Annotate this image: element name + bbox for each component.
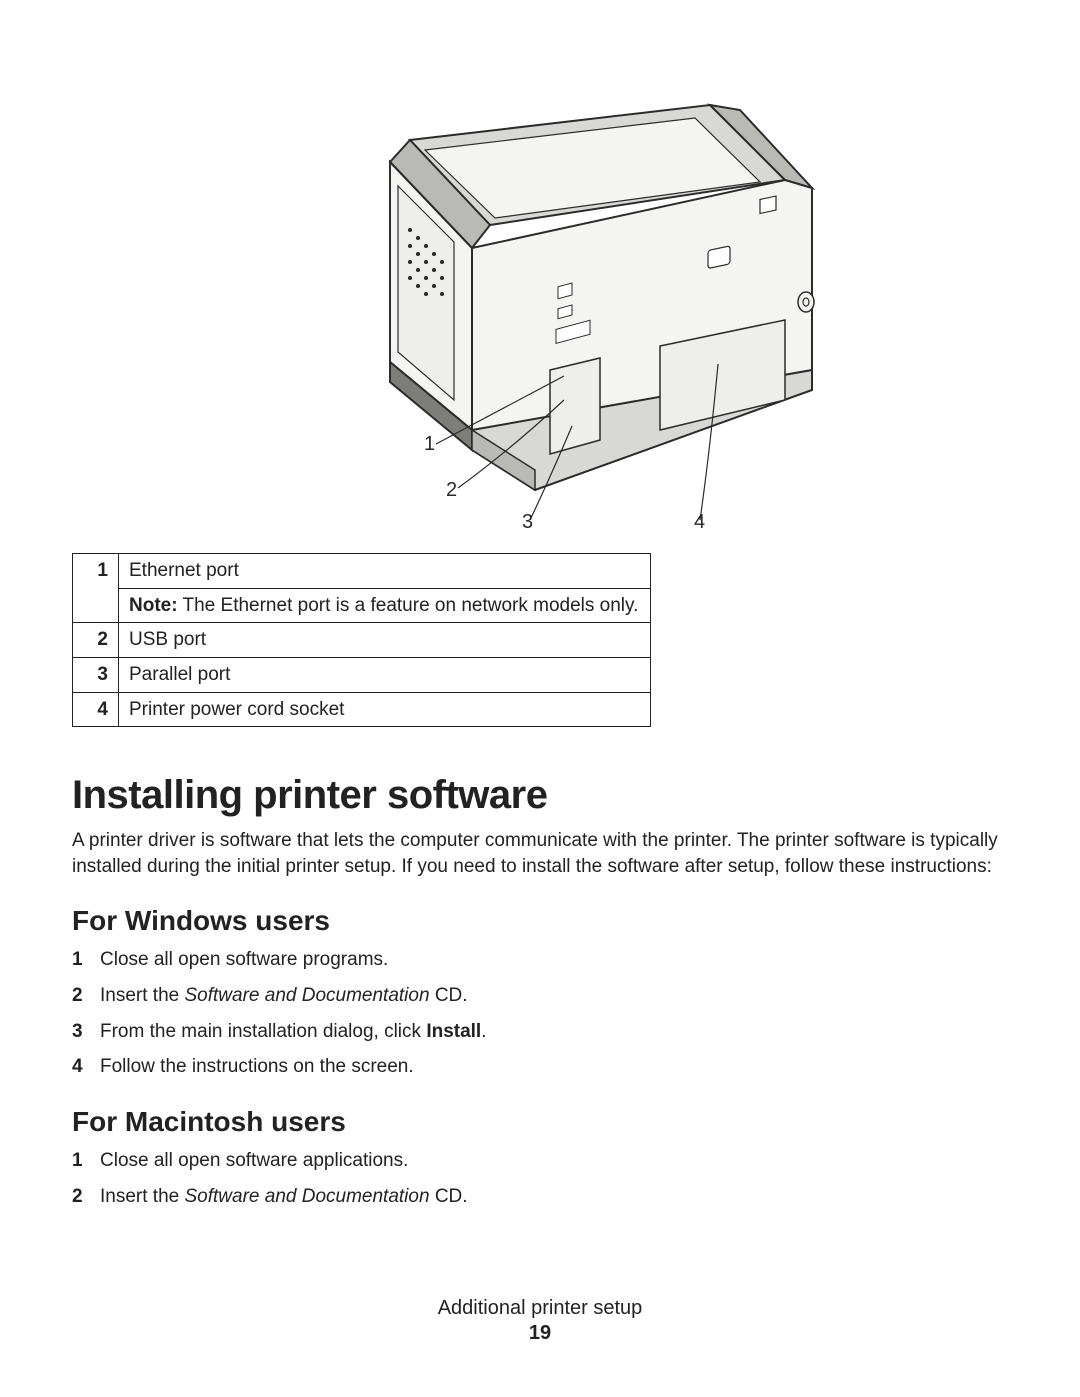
- section-body: A printer driver is software that lets t…: [72, 828, 1008, 879]
- windows-heading: For Windows users: [72, 905, 1008, 937]
- windows-steps: 1 Close all open software programs. 2 In…: [72, 947, 1008, 1080]
- ports-table: 1 Ethernet port Note: The Ethernet port …: [72, 553, 651, 727]
- callout-3: 3: [522, 511, 533, 530]
- list-item: 2 Insert the Software and Documentation …: [72, 983, 1008, 1009]
- step-suffix: CD.: [430, 985, 468, 1006]
- step-suffix: .: [481, 1021, 486, 1042]
- printer-diagram-container: 1 2 3 4: [72, 70, 1008, 535]
- table-row: 4 Printer power cord socket: [73, 692, 651, 727]
- port-note: Note: The Ethernet port is a feature on …: [119, 588, 651, 623]
- list-item: 1 Close all open software programs.: [72, 947, 1008, 973]
- step-text: Close all open software programs.: [100, 949, 388, 970]
- port-num: 1: [73, 554, 119, 623]
- step-number: 1: [72, 947, 83, 973]
- callout-1: 1: [424, 433, 435, 455]
- list-item: 1 Close all open software applications.: [72, 1148, 1008, 1174]
- port-num: 2: [73, 623, 119, 658]
- step-bold: Install: [426, 1021, 481, 1042]
- port-label: Printer power cord socket: [119, 692, 651, 727]
- list-item: 3 From the main installation dialog, cli…: [72, 1019, 1008, 1045]
- port-label: Parallel port: [119, 657, 651, 692]
- table-row: Note: The Ethernet port is a feature on …: [73, 588, 651, 623]
- step-text: Insert the: [100, 985, 185, 1006]
- table-row: 1 Ethernet port: [73, 554, 651, 589]
- step-number: 4: [72, 1054, 83, 1080]
- note-text: The Ethernet port is a feature on networ…: [178, 595, 639, 616]
- mac-heading: For Macintosh users: [72, 1106, 1008, 1138]
- step-text: Insert the: [100, 1186, 185, 1207]
- mac-steps: 1 Close all open software applications. …: [72, 1148, 1008, 1209]
- footer-page-number: 19: [0, 1322, 1080, 1345]
- step-text: Follow the instructions on the screen.: [100, 1056, 414, 1077]
- callout-4: 4: [694, 511, 705, 530]
- footer-section-title: Additional printer setup: [0, 1297, 1080, 1320]
- table-row: 2 USB port: [73, 623, 651, 658]
- step-number: 3: [72, 1019, 83, 1045]
- port-label: USB port: [119, 623, 651, 658]
- port-label: Ethernet port: [119, 554, 651, 589]
- step-number: 2: [72, 1184, 83, 1210]
- port-num: 4: [73, 692, 119, 727]
- callout-2: 2: [446, 479, 457, 501]
- port-num: 3: [73, 657, 119, 692]
- section-heading: Installing printer software: [72, 773, 1008, 818]
- list-item: 2 Insert the Software and Documentation …: [72, 1184, 1008, 1210]
- note-label: Note:: [129, 595, 178, 616]
- step-number: 2: [72, 983, 83, 1009]
- list-item: 4 Follow the instructions on the screen.: [72, 1054, 1008, 1080]
- step-text: From the main installation dialog, click: [100, 1021, 426, 1042]
- table-row: 3 Parallel port: [73, 657, 651, 692]
- step-italic: Software and Documentation: [185, 985, 430, 1006]
- step-number: 1: [72, 1148, 83, 1174]
- step-text: Close all open software applications.: [100, 1150, 408, 1171]
- step-italic: Software and Documentation: [185, 1186, 430, 1207]
- step-suffix: CD.: [430, 1186, 468, 1207]
- manual-page: 1 2 3 4 1 Ethernet port Note: The Ethern…: [0, 0, 1080, 1397]
- printer-rear-diagram: 1 2 3 4: [240, 70, 840, 530]
- page-footer: Additional printer setup 19: [0, 1297, 1080, 1345]
